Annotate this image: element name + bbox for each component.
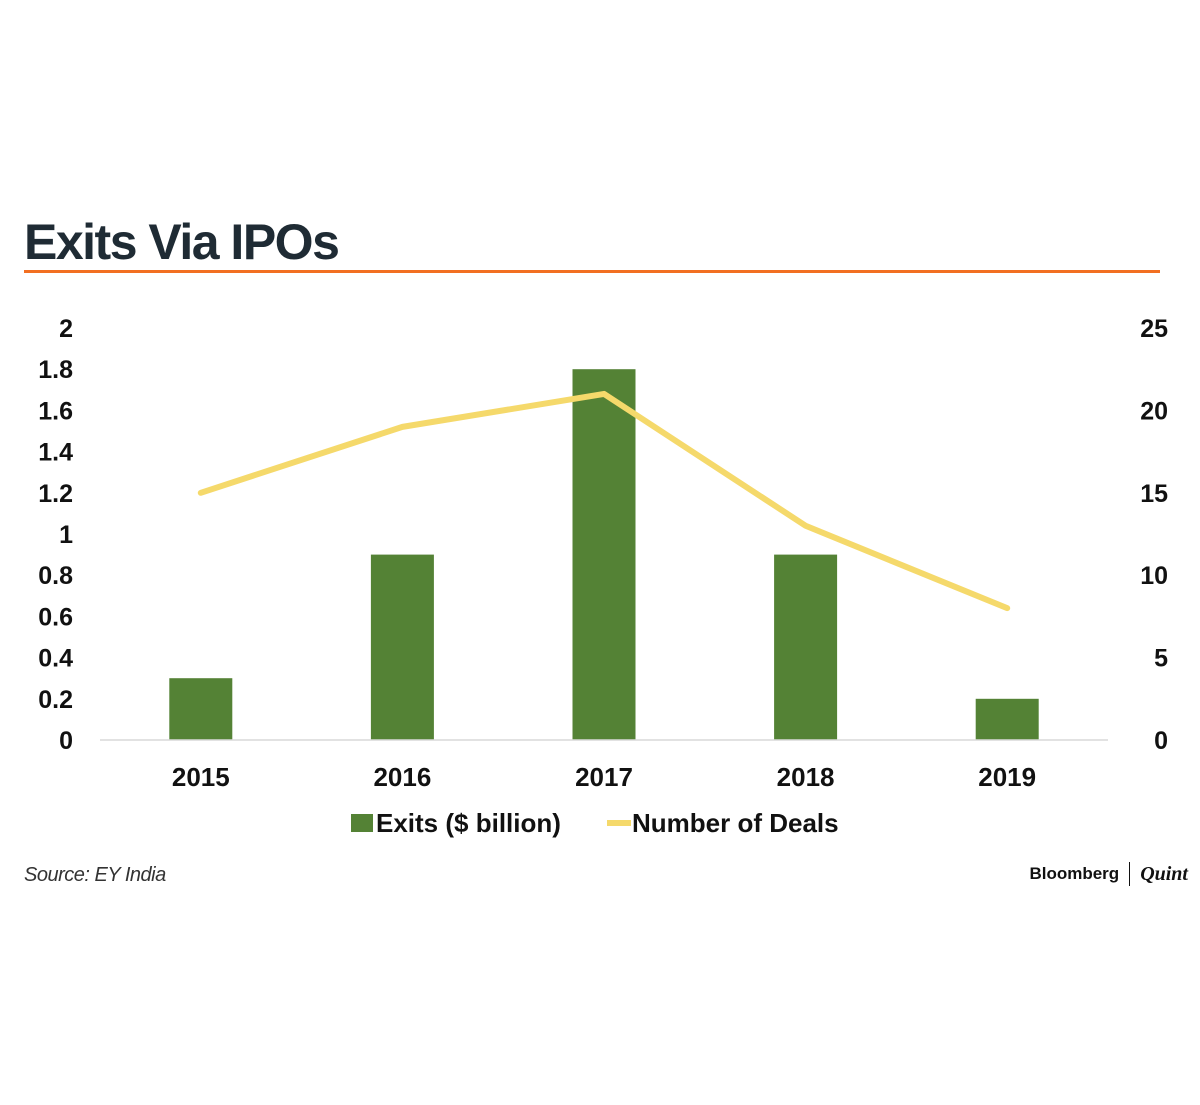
bar-series bbox=[169, 369, 1039, 740]
bar-2015 bbox=[169, 678, 233, 740]
x-axis-tick-label: 2017 bbox=[575, 762, 633, 792]
x-axis-tick-label: 2015 bbox=[172, 762, 230, 792]
left-axis-tick-label: 0.4 bbox=[38, 645, 73, 673]
left-axis-tick-label: 0.8 bbox=[38, 562, 73, 590]
line-series bbox=[197, 390, 1011, 612]
x-axis-tick-label: 2016 bbox=[373, 762, 431, 792]
x-axis-tick-label: 2019 bbox=[978, 762, 1036, 792]
right-axis-tick-label: 10 bbox=[1140, 562, 1168, 590]
source-note: Source: EY India bbox=[24, 864, 166, 886]
left-axis-tick-label: 0.6 bbox=[38, 603, 73, 631]
left-axis-tick-label: 2 bbox=[59, 315, 73, 343]
brand-sub: Quint bbox=[1140, 862, 1188, 885]
left-axis-tick-label: 1.8 bbox=[38, 356, 73, 384]
left-axis-tick-label: 1.6 bbox=[38, 397, 73, 425]
left-axis-tick-label: 1.2 bbox=[38, 480, 73, 508]
right-axis-tick-label: 5 bbox=[1154, 645, 1168, 673]
title-rule bbox=[24, 270, 1160, 273]
right-axis-tick-label: 25 bbox=[1140, 315, 1168, 343]
bar-2019 bbox=[975, 698, 1039, 740]
x-axis-tick-label: 2018 bbox=[777, 762, 835, 792]
legend-label-exits: Exits ($ billion) bbox=[376, 808, 561, 838]
legend: Exits ($ billion) Number of Deals bbox=[351, 808, 839, 838]
brand-divider bbox=[1129, 862, 1131, 886]
left-axis-tick-label: 1.4 bbox=[38, 439, 73, 467]
legend-swatch-exits bbox=[351, 814, 373, 832]
left-axis-tick-label: 1 bbox=[59, 521, 73, 549]
bar-2018 bbox=[774, 554, 838, 740]
right-axis-tick-label: 15 bbox=[1140, 480, 1168, 508]
left-axis-ticks: 0 0.2 0.4 0.6 0.8 1 1.2 1.4 1.6 1.8 2 bbox=[38, 315, 73, 755]
right-axis-tick-label: 20 bbox=[1140, 397, 1168, 425]
right-axis-tick-label: 0 bbox=[1154, 727, 1168, 755]
left-axis-tick-label: 0.2 bbox=[38, 686, 73, 714]
legend-label-deals: Number of Deals bbox=[632, 808, 839, 838]
brand-name: Bloomberg bbox=[1029, 864, 1120, 883]
x-axis-ticks: 2015 2016 2017 2018 2019 bbox=[172, 762, 1036, 792]
chart-title: Exits Via IPOs bbox=[24, 214, 340, 270]
bar-2017 bbox=[572, 369, 636, 740]
bar-2016 bbox=[370, 554, 434, 740]
left-axis-tick-label: 0 bbox=[59, 727, 73, 755]
brand-logo: Bloomberg Quint bbox=[1029, 862, 1188, 886]
right-axis-ticks: 0 5 10 15 20 25 bbox=[1140, 315, 1168, 755]
combo-chart: 0 0.2 0.4 0.6 0.8 1 1.2 1.4 1.6 1.8 2 0 5 10 15 20 25 2… bbox=[38, 315, 1168, 838]
